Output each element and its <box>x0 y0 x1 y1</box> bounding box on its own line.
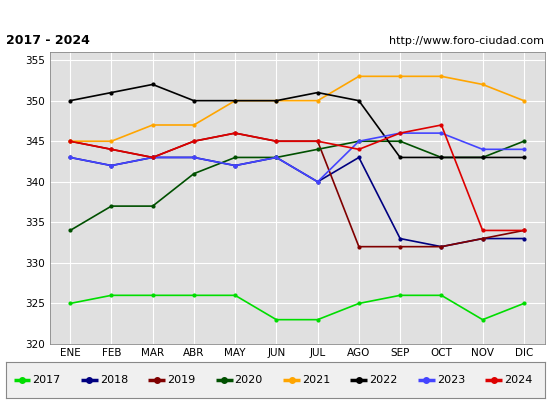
Text: http://www.foro-ciudad.com: http://www.foro-ciudad.com <box>389 36 544 46</box>
Text: 2024: 2024 <box>504 375 532 385</box>
Text: Evolucion num de emigrantes en Trabadelo: Evolucion num de emigrantes en Trabadelo <box>109 8 441 22</box>
Text: 2020: 2020 <box>235 375 263 385</box>
Text: 2019: 2019 <box>167 375 195 385</box>
Text: 2021: 2021 <box>302 375 330 385</box>
Text: 2017 - 2024: 2017 - 2024 <box>6 34 89 48</box>
Text: 2023: 2023 <box>437 375 465 385</box>
Text: 2022: 2022 <box>370 375 398 385</box>
Text: 2018: 2018 <box>100 375 128 385</box>
Text: 2017: 2017 <box>32 375 60 385</box>
